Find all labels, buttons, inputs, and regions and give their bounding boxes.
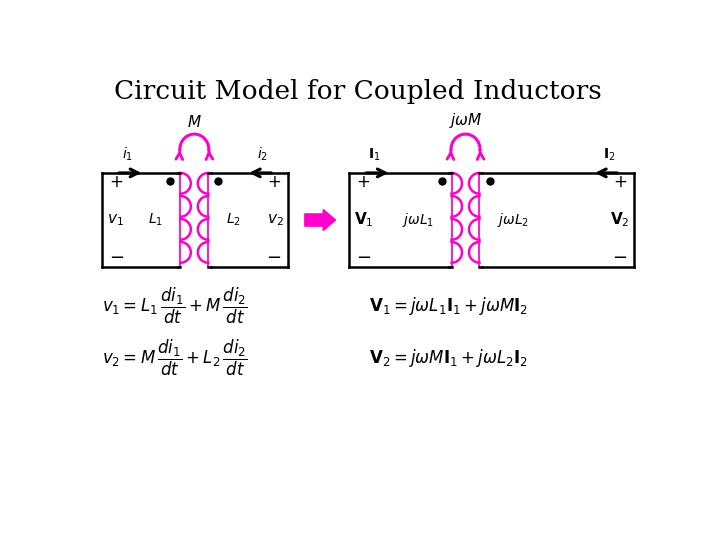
Text: $L_2$: $L_2$	[226, 212, 241, 228]
Text: $+$: $+$	[613, 174, 627, 191]
Text: $i_1$: $i_1$	[122, 146, 133, 164]
Text: $-$: $-$	[266, 247, 282, 265]
Text: $+$: $+$	[109, 174, 123, 191]
Text: $+$: $+$	[267, 174, 282, 191]
FancyArrow shape	[305, 210, 336, 231]
Text: $j\omega L_1$: $j\omega L_1$	[402, 211, 433, 229]
Text: $-$: $-$	[356, 247, 372, 265]
Text: $\mathbf{V}_1 = j\omega L_1\mathbf{I}_1 + j\omega M\mathbf{I}_2$: $\mathbf{V}_1 = j\omega L_1\mathbf{I}_1 …	[369, 295, 528, 317]
Text: $\mathbf{I}_2$: $\mathbf{I}_2$	[603, 147, 615, 164]
Text: $\mathbf{V}_2 = j\omega M\mathbf{I}_1 + j\omega L_2\mathbf{I}_2$: $\mathbf{V}_2 = j\omega M\mathbf{I}_1 + …	[369, 347, 528, 368]
Text: $+$: $+$	[356, 174, 370, 191]
Text: $-$: $-$	[109, 247, 124, 265]
Text: $\mathbf{V}_2$: $\mathbf{V}_2$	[610, 211, 629, 229]
Text: $v_1 = L_1\,\dfrac{di_1}{dt} + M\,\dfrac{di_2}{dt}$: $v_1 = L_1\,\dfrac{di_1}{dt} + M\,\dfrac…	[102, 286, 248, 326]
Text: Circuit Model for Coupled Inductors: Circuit Model for Coupled Inductors	[114, 79, 602, 104]
Text: $j\omega L_2$: $j\omega L_2$	[498, 211, 529, 229]
Text: $M$: $M$	[187, 113, 202, 130]
Text: $\mathbf{I}_1$: $\mathbf{I}_1$	[369, 147, 381, 164]
Text: $-$: $-$	[612, 247, 627, 265]
Text: $v_2$: $v_2$	[267, 212, 284, 228]
Text: $v_1$: $v_1$	[107, 212, 124, 228]
Text: $\mathbf{V}_1$: $\mathbf{V}_1$	[354, 211, 374, 229]
Text: $i_2$: $i_2$	[258, 146, 269, 164]
Text: $L_1$: $L_1$	[148, 212, 163, 228]
Text: $v_2 = M\,\dfrac{di_1}{dt} + L_2\,\dfrac{di_2}{dt}$: $v_2 = M\,\dfrac{di_1}{dt} + L_2\,\dfrac…	[102, 338, 248, 377]
Text: $j\omega M$: $j\omega M$	[449, 111, 482, 130]
